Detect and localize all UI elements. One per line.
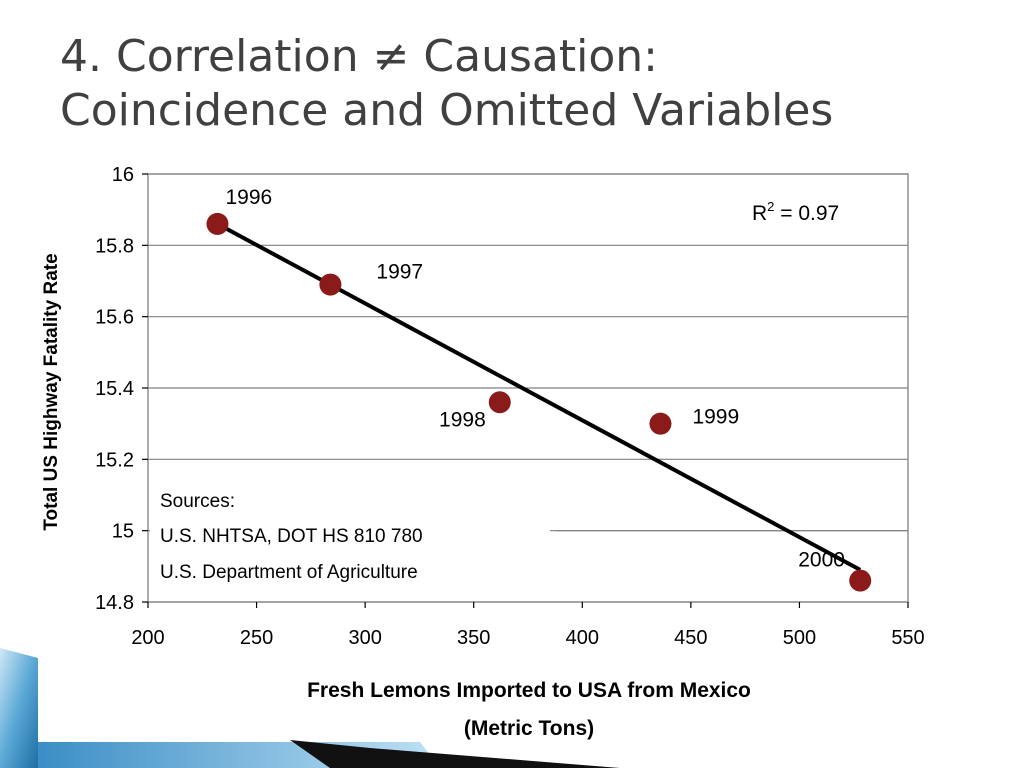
data-point-1998: [488, 391, 511, 414]
data-points: [206, 212, 872, 592]
y-tick-label: 15.6: [95, 307, 134, 329]
point-label-1996: 1996: [225, 186, 272, 209]
point-labels: 1996 1997 1998 1999 2000: [225, 186, 844, 572]
sources-background: [150, 478, 550, 598]
r-squared-annotation: R2 = 0.97: [752, 199, 839, 225]
point-label-2000: 2000: [798, 549, 845, 572]
y-tick-label: 16: [112, 164, 134, 186]
y-tick-label: 15.4: [95, 378, 134, 400]
y-tick-label: 15.2: [95, 449, 134, 471]
x-tick-label: 300: [348, 627, 381, 649]
sources-nhtsa: U.S. NHTSA, DOT HS 810 780: [160, 526, 423, 547]
slide-title: 4. Correlation ≠ Causation: Coincidence …: [60, 30, 1000, 138]
data-point-1999: [649, 412, 672, 435]
x-tick-label: 500: [783, 627, 816, 649]
slide-title-line2: Coincidence and Omitted Variables: [60, 85, 834, 136]
x-tick-label: 450: [674, 627, 707, 649]
sources-heading: Sources:: [160, 491, 235, 512]
slide-title-line1: 4. Correlation ≠ Causation:: [60, 31, 658, 82]
point-label-1997: 1997: [376, 261, 423, 284]
x-tick-label: 550: [891, 627, 924, 649]
y-tick-label: 15.8: [95, 235, 134, 257]
x-tick-label: 350: [457, 627, 490, 649]
x-axis-ticks: 200 250 300 350 400 450 500 550: [131, 602, 925, 649]
y-tick-label: 14.8: [95, 592, 134, 614]
y-axis-label: Total US Highway Fatality Rate: [41, 253, 62, 530]
x-tick-label: 400: [566, 627, 599, 649]
y-tick-label: 15: [112, 521, 134, 543]
x-axis-label-line1: Fresh Lemons Imported to USA from Mexico: [307, 679, 751, 702]
data-point-2000: [849, 569, 872, 592]
x-tick-label: 200: [131, 627, 164, 649]
y-axis-ticks: 14.8 15 15.2 15.4 15.6 15.8 16: [95, 164, 148, 614]
data-point-1996: [206, 212, 229, 235]
x-tick-label: 250: [240, 627, 273, 649]
data-point-1997: [319, 273, 342, 296]
point-label-1999: 1999: [692, 406, 739, 429]
sources-usda: U.S. Department of Agriculture: [160, 562, 418, 583]
point-label-1998: 1998: [439, 408, 486, 431]
x-axis-label-line2: (Metric Tons): [464, 717, 594, 740]
